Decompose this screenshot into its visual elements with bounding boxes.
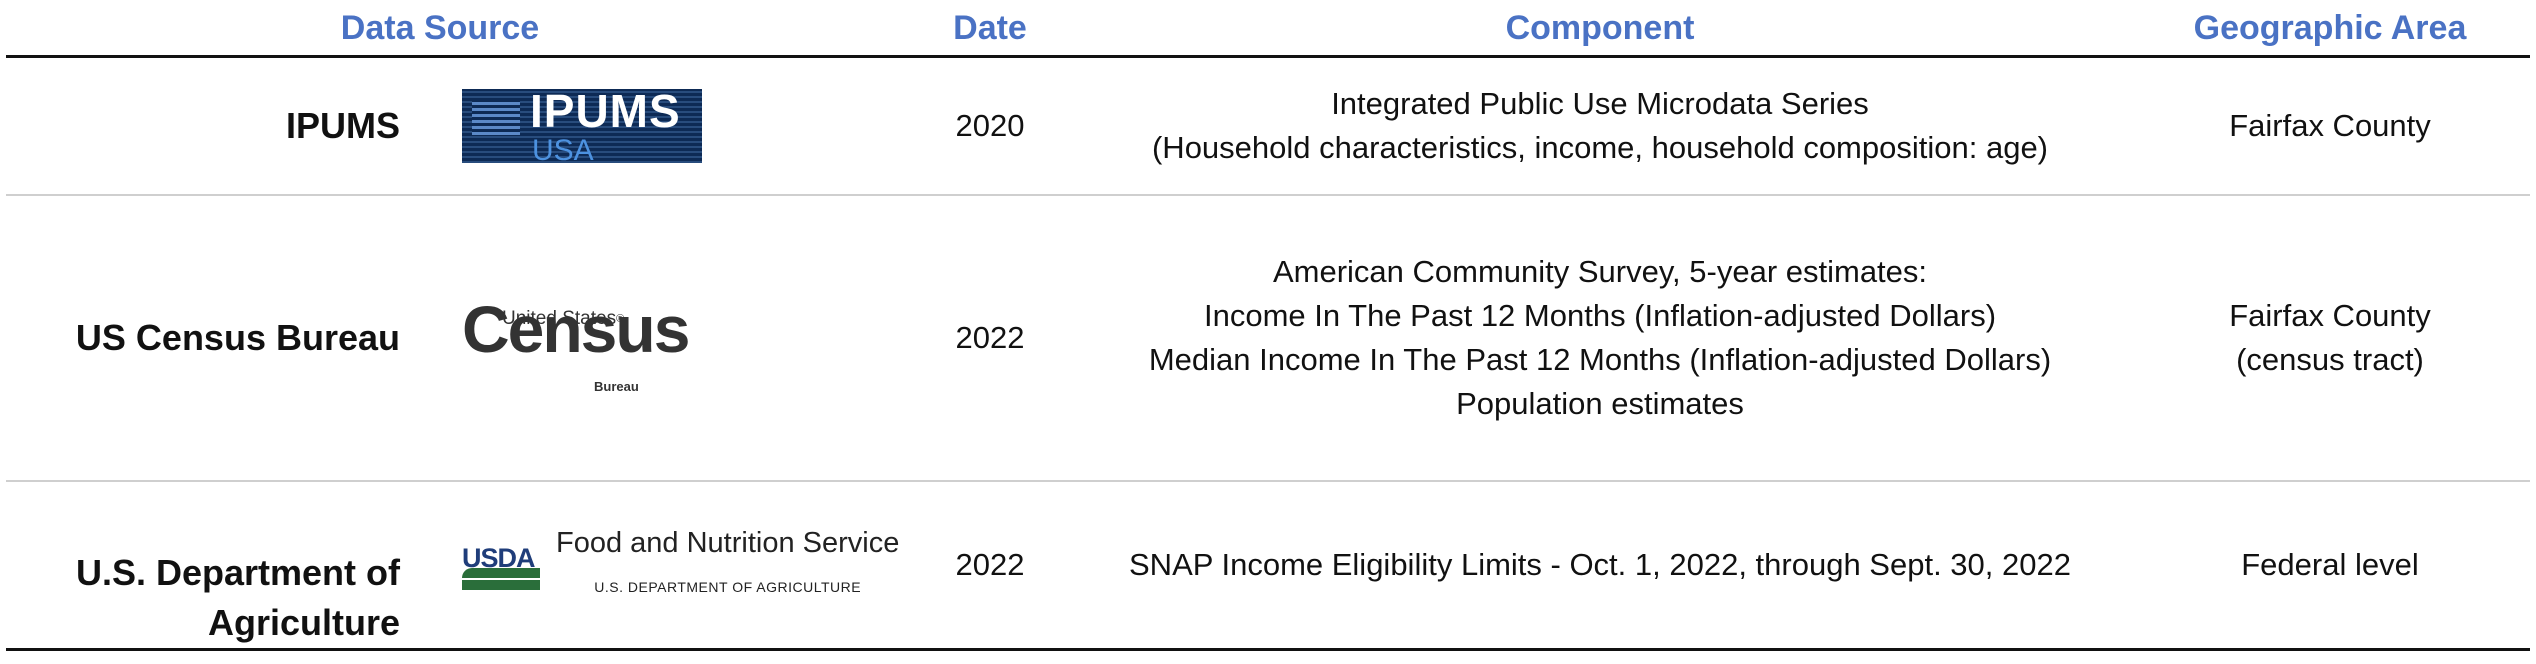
component-cell: American Community Survey, 5-year estima… [1060,196,2140,480]
data-source-line: Agriculture [207,602,400,643]
geo-line: Fairfax County [2229,108,2431,143]
table-bottom-rule [6,648,2530,651]
component-line: Population estimates [1456,386,1744,421]
component-line: SNAP Income Eligibility Limits - Oct. 1,… [1129,547,2071,582]
data-source-name: U.S. Department of Agriculture [0,482,400,648]
row-divider [6,194,2530,196]
census-logo-top: United States [502,308,617,329]
component-line: Integrated Public Use Microdata Series [1331,86,1869,121]
table-row: US Census Bureau United States® Census B… [0,196,2536,480]
header-component: Component [1505,8,1695,47]
table-row: IPUMS IPUMS USA 2020 Integrated Public U… [0,58,2536,194]
census-logo-bottom: Bureau [594,379,639,394]
geographic-area-cell: Fairfax County (census tract) [2160,196,2500,480]
data-source-line: U.S. Department of [75,552,400,593]
header-date: Date [953,8,1027,47]
geo-line: Fairfax County [2229,298,2431,333]
data-source-name: IPUMS [285,105,400,146]
component-cell: SNAP Income Eligibility Limits - Oct. 1,… [1060,482,2140,648]
usda-agency-name: Food and Nutrition Service [556,527,900,559]
geographic-area-cell: Federal level [2160,482,2500,648]
component-line: American Community Survey, 5-year estima… [1272,254,1928,289]
usda-department-name: U.S. DEPARTMENT OF AGRICULTURE [594,579,862,595]
census-bureau-logo: United States® Census Bureau [462,196,922,480]
ipums-logo-text: IPUMS [530,89,681,137]
geographic-area-cell: Fairfax County [2160,58,2500,194]
census-logo-reg: ® [616,313,625,325]
usda-logo: USDA Food and Nutrition Service U.S. DEP… [462,482,922,648]
date-cell: 2022 [955,547,1025,582]
census-logo-main: Census [462,292,690,366]
header-rule [6,55,2530,58]
geo-line: Federal level [2241,547,2419,582]
data-source-name: US Census Bureau [75,317,400,358]
row-divider [6,480,2530,482]
component-line: Median Income In The Past 12 Months (Inf… [1148,342,2052,377]
component-cell: Integrated Public Use Microdata Series (… [1060,58,2140,194]
header-data-source: Data Source [340,8,540,47]
ipums-logo-subtext: USA [532,134,594,163]
header-geographic-area: Geographic Area [2193,8,2467,47]
geo-line: (census tract) [2236,342,2424,377]
usda-mark-icon: USDA [462,536,540,594]
ipums-usa-logo: IPUMS USA [462,58,922,194]
date-cell: 2020 [955,108,1025,143]
component-line: (Household characteristics, income, hous… [1151,130,2049,165]
date-cell: 2022 [955,320,1025,355]
table-row: U.S. Department of Agriculture USDA Food… [0,482,2536,648]
component-line: Income In The Past 12 Months (Inflation-… [1203,298,1997,333]
